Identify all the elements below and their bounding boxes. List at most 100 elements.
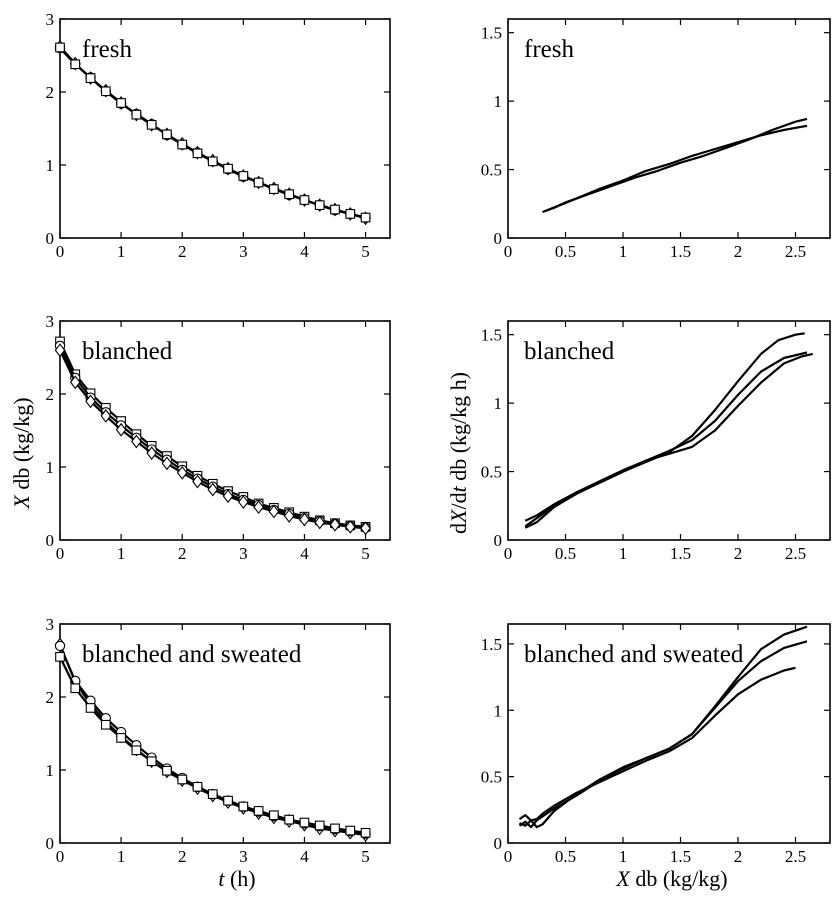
data-point-square [299, 817, 310, 828]
series-line-3 [59, 656, 366, 834]
data-point-square [162, 129, 172, 140]
left-y-axis-title-italic: X [9, 494, 34, 510]
data-point-diamond [131, 434, 142, 449]
panel-right-2: 0 0.5 1 1.5 2 2.5 0 0.5 1 1.5 blanched [481, 320, 831, 563]
series-line-2 [59, 47, 366, 219]
right-y-axis-title-x: X [446, 508, 471, 524]
x-tick-label: 1 [619, 544, 628, 563]
x-tick-label: 4 [300, 847, 309, 866]
data-point-diamond [314, 515, 326, 530]
data-point-diamond [115, 422, 127, 437]
data-point-square [345, 209, 356, 219]
data-point-square [146, 756, 157, 767]
series-line-3 [59, 349, 366, 530]
data-point-diamond [146, 446, 157, 461]
x-tick-label: 1 [619, 847, 628, 866]
right-y-axis-title-d1: d [446, 523, 471, 534]
data-point-square [330, 204, 340, 215]
x-tick-label: 5 [361, 544, 370, 563]
data-point-square [162, 765, 172, 776]
data-point-square [314, 200, 325, 211]
y-tick-label: 1.5 [481, 24, 502, 43]
data-point-diamond [360, 521, 371, 536]
series-line-2 [59, 345, 366, 529]
data-point-square [131, 109, 142, 120]
y-tick-label: 3 [46, 10, 55, 29]
data-point-square [238, 801, 249, 812]
data-point-square [223, 795, 233, 806]
data-point-diamond [54, 343, 66, 358]
panel-left-3: 0 1 2 3 4 5 0 1 2 3 blanched and sweated [46, 615, 391, 866]
data-point-square [207, 156, 218, 167]
series-line-2 [524, 351, 808, 528]
data-point-square [55, 42, 65, 53]
data-point-square [238, 171, 249, 181]
data-point-square [55, 651, 65, 662]
x-tick-label: 0 [504, 242, 513, 261]
data-point-square [85, 703, 96, 713]
x-tick-label: 2 [178, 847, 187, 866]
left-y-axis-title: X db (kg/kg) [9, 397, 34, 509]
panel-right-3: 0 0.5 1 1.5 2 2.5 0 0.5 1 1.5 blanched and sweated [481, 623, 831, 866]
y-tick-label: 2 [46, 83, 55, 102]
data-point-square [70, 59, 81, 70]
plot-frame [59, 18, 391, 239]
data-point-diamond [176, 465, 188, 480]
plot-frame [59, 320, 391, 541]
data-point-square [284, 814, 295, 825]
data-point-square [70, 683, 81, 694]
y-tick-label: 1 [494, 92, 503, 111]
data-point-square [177, 139, 188, 150]
right-x-axis-title: X db (kg/kg) [615, 866, 727, 891]
right-x-axis-title-italic: X [615, 866, 631, 891]
data-point-square [223, 163, 233, 174]
y-tick-label: 1 [46, 156, 55, 175]
data-point-diamond [85, 394, 96, 409]
y-tick-label: 0 [46, 531, 55, 550]
data-point-square [330, 823, 340, 834]
data-point-square [269, 810, 279, 821]
y-tick-label: 0.5 [481, 161, 502, 180]
y-tick-label: 1 [46, 458, 55, 477]
series-line-3 [524, 352, 814, 529]
x-tick-label: 2 [734, 847, 743, 866]
data-point-square [253, 806, 264, 816]
left-x-axis-title-rest: (h) [224, 866, 255, 891]
plot-frame [507, 320, 831, 541]
x-tick-label: 2 [178, 242, 187, 261]
panel-title: blanched and sweated [82, 641, 302, 668]
right-y-axis-title-rest: db (kg/kg h) [446, 372, 471, 486]
plot-frame [59, 623, 391, 844]
panel-left-1: 0 1 2 3 4 5 0 1 2 3 fresh [46, 10, 391, 261]
y-tick-label: 0 [494, 834, 503, 853]
x-tick-label: 0.5 [555, 544, 576, 563]
x-tick-label: 3 [239, 847, 248, 866]
x-tick-label: 1 [619, 242, 628, 261]
y-tick-label: 0.5 [481, 768, 502, 787]
x-tick-label: 0.5 [555, 847, 576, 866]
series-line-1 [58, 643, 366, 837]
data-point-square [131, 745, 142, 756]
data-point-square [100, 719, 111, 730]
x-tick-label: 2 [734, 544, 743, 563]
data-point-diamond [69, 375, 81, 390]
series-line-2 [545, 124, 808, 212]
data-point-square [192, 148, 203, 159]
x-tick-label: 0 [504, 544, 513, 563]
series-line-1 [518, 666, 796, 822]
data-point-diamond [253, 500, 264, 515]
right-y-axis-title-t: t [446, 485, 471, 492]
data-point-square [314, 820, 325, 831]
series-line-1 [59, 45, 366, 220]
data-point-diamond [299, 512, 310, 527]
y-tick-label: 1.5 [481, 635, 502, 654]
data-point-diamond [238, 495, 249, 509]
x-tick-label: 0 [56, 847, 65, 866]
y-tick-label: 1 [46, 761, 55, 780]
data-point-diamond [192, 474, 203, 489]
x-tick-label: 2.5 [785, 544, 806, 563]
y-tick-label: 2 [46, 688, 55, 707]
x-tick-label: 2 [178, 544, 187, 563]
data-point-square [116, 733, 126, 743]
